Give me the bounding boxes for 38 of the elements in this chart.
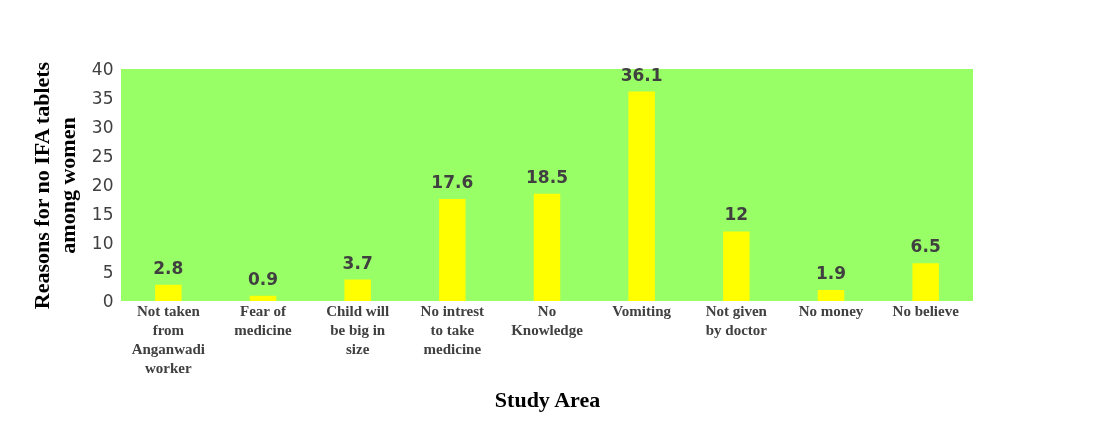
x-tick-label: Child will be big in size [326,302,390,357]
bar [439,198,466,301]
data-label: 0.9 [247,268,279,289]
x-axis-title: Study Area [494,386,601,412]
x-tick-label: Vomiting [612,302,672,319]
y-tick-label: 35 [91,87,114,108]
x-tick-label: No intrest to take medicine [420,302,485,357]
x-tick-label: Not taken from Anganwadi worker [131,302,206,376]
x-tick-label: No money [798,302,864,319]
y-tick-label: 40 [91,58,114,79]
y-tick-label: 5 [102,261,114,282]
y-tick-label: 0 [102,290,114,311]
data-label: 6.5 [910,236,941,257]
data-label: 12 [724,204,749,225]
bar [628,91,655,301]
bar [817,289,845,301]
x-tick-label: Not given by doctor [705,302,768,338]
bar [723,231,750,301]
y-tick-label: 25 [91,145,114,166]
bar [155,284,182,301]
bar [344,279,371,301]
y-axis-title: Reasons for no IFA tablets among women [28,61,80,310]
data-label: 36.1 [620,64,663,85]
data-label: 2.8 [153,257,184,278]
y-tick-label: 20 [91,174,114,195]
x-tick-label: Fear of medicine [234,302,293,338]
data-label: 3.7 [342,252,373,273]
y-tick-label: 15 [91,203,114,224]
x-tick-label: No believe [892,302,960,319]
y-tick-label: 30 [91,116,114,137]
y-tick-label: 10 [91,232,114,253]
bar [249,295,277,301]
bar [533,193,561,301]
x-tick-label: No Knowledge [511,302,584,338]
data-label: 17.6 [431,171,474,192]
data-label: 1.9 [815,262,847,283]
data-label: 18.5 [526,166,568,187]
bar [912,263,939,301]
